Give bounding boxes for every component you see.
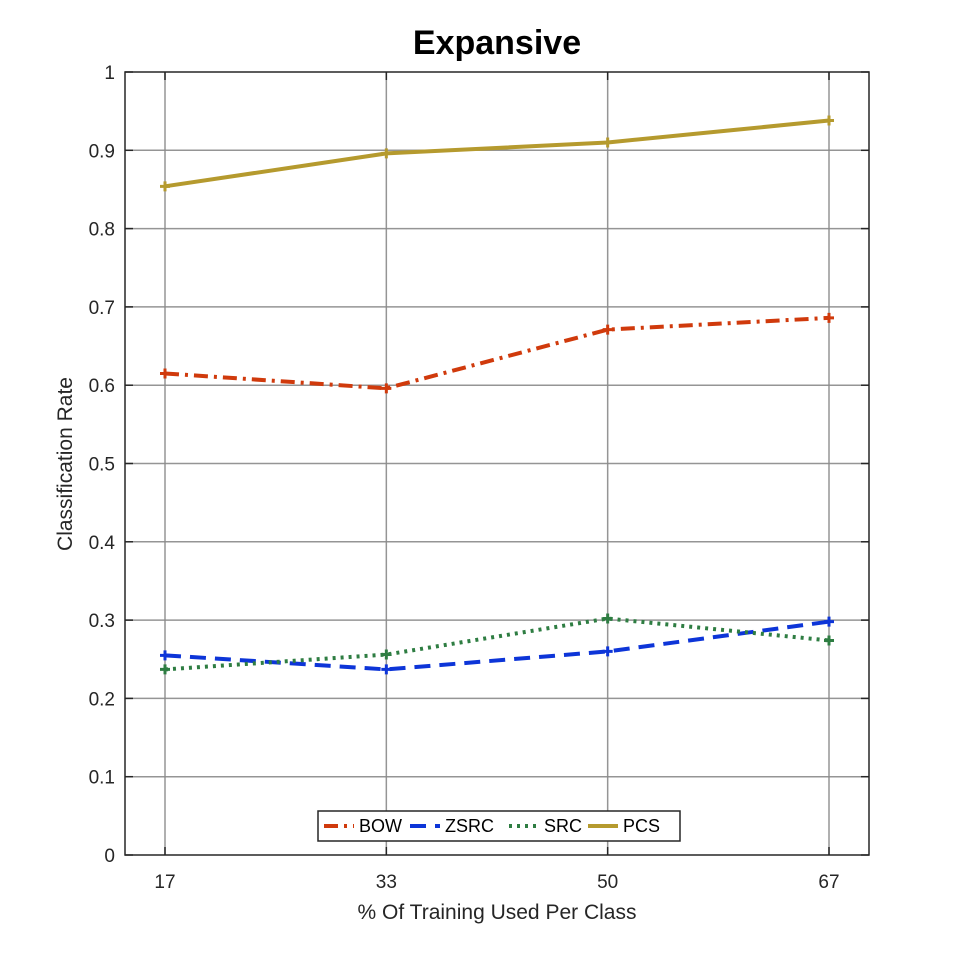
data-point-bow <box>160 368 170 379</box>
y-axis-ticks: 0 0.1 0.2 0.3 0.4 0.5 0.6 0.7 0.8 0.9 1 <box>89 63 869 867</box>
legend-label-zsrc: ZSRC <box>445 816 494 836</box>
x-tick-label: 50 <box>597 872 618 893</box>
x-axis-ticks: 17 33 50 67 <box>154 72 840 893</box>
y-tick-label: 0 <box>104 846 115 867</box>
x-axis-label: % Of Training Used Per Class <box>358 901 637 924</box>
series <box>160 115 834 675</box>
data-point-src <box>381 649 392 660</box>
data-point-pcs <box>381 148 392 159</box>
series-zsrc <box>160 616 834 675</box>
y-tick-label: 0.4 <box>89 533 116 554</box>
legend-box <box>317 810 681 842</box>
x-tick-label: 17 <box>154 872 175 893</box>
series-pcs <box>160 115 834 192</box>
data-point-zsrc <box>602 646 613 657</box>
legend-label-src: SRC <box>544 816 582 836</box>
legend-label-pcs: PCS <box>623 816 660 836</box>
series-bow <box>160 312 834 394</box>
series-line-zsrc <box>164 619 830 672</box>
data-point-pcs <box>824 115 834 126</box>
y-tick-label: 0.6 <box>89 376 115 397</box>
series-line-bow <box>164 315 830 391</box>
y-tick-label: 0.5 <box>89 455 115 476</box>
y-tick-label: 0.3 <box>89 611 115 632</box>
chart-title: Expansive <box>413 24 581 62</box>
y-tick-label: 0.1 <box>89 768 115 789</box>
data-point-src <box>602 613 613 624</box>
x-tick-label: 33 <box>376 872 397 893</box>
y-tick-label: 0.9 <box>89 141 115 162</box>
y-tick-label: 0.2 <box>89 689 115 710</box>
data-point-bow <box>602 324 613 335</box>
data-point-bow <box>381 383 392 394</box>
series-src <box>160 613 834 675</box>
y-tick-label: 0.8 <box>89 220 115 241</box>
data-point-zsrc <box>824 616 834 627</box>
data-point-bow <box>824 312 834 323</box>
data-point-src <box>160 664 170 675</box>
legend-label-bow: BOW <box>359 816 402 836</box>
data-point-zsrc <box>160 650 170 661</box>
legend: BOW ZSRC SRC PCS <box>317 810 681 842</box>
y-tick-label: 1 <box>104 63 115 84</box>
data-point-zsrc <box>381 664 392 675</box>
y-tick-label: 0.7 <box>89 298 115 319</box>
data-point-src <box>824 635 834 646</box>
x-tick-label: 67 <box>818 872 839 893</box>
series-line-pcs <box>164 118 830 189</box>
data-point-pcs <box>602 137 613 148</box>
grid <box>125 72 869 855</box>
y-axis-label: Classification Rate <box>54 377 77 551</box>
data-point-pcs <box>160 181 170 192</box>
